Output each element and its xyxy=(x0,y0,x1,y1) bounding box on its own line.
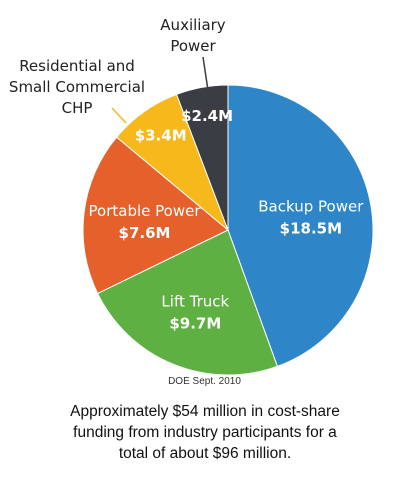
slice-labels: Backup Power $18.5M Lift Truck $9.7M Portabl… xyxy=(89,107,365,333)
leader-line-residential xyxy=(111,107,127,124)
slice-value-portable-power: $7.6M xyxy=(119,224,171,242)
label-auxiliary-line-1: Auxiliary xyxy=(160,16,226,34)
leader-line-auxiliary xyxy=(202,56,210,98)
caption-line-3: total of about $96 million. xyxy=(118,445,292,462)
caption-line-1: Approximately $54 million in cost-share xyxy=(70,403,340,420)
label-residential-chp: Residential and Small Commercial CHP xyxy=(9,57,145,124)
slice-value-lift-truck: $9.7M xyxy=(169,315,221,333)
label-auxiliary-power: Auxiliary Power xyxy=(160,16,226,98)
pie-slices xyxy=(82,84,374,376)
pie-slice-lift-truck xyxy=(96,229,279,376)
pie-slice-backup-power xyxy=(227,84,374,367)
pie-slice-auxiliary-power xyxy=(175,84,229,231)
caption: Approximately $54 million in cost-share … xyxy=(30,401,380,464)
slice-name-backup-power: Backup Power xyxy=(258,197,364,215)
source-note: DOE Sept. 2010 xyxy=(168,376,241,387)
slice-name-lift-truck: Lift Truck xyxy=(161,293,229,311)
label-residential-line-2: Small Commercial xyxy=(9,78,145,96)
slice-name-portable-power: Portable Power xyxy=(89,202,202,220)
slice-value-backup-power: $18.5M xyxy=(280,219,342,237)
label-auxiliary-line-2: Power xyxy=(170,37,216,55)
slice-value-residential-and-small-commercial-chp: $3.4M xyxy=(135,127,187,145)
label-residential-line-1: Residential and xyxy=(19,57,135,75)
caption-line-2: funding from industry participants for a xyxy=(73,424,337,441)
slice-value-auxiliary-power: $2.4M xyxy=(181,107,233,125)
pie-chart: Backup Power $18.5M Lift Truck $9.7M Portabl… xyxy=(9,16,374,376)
pie-slice-portable-power xyxy=(82,136,229,295)
label-residential-line-3: CHP xyxy=(62,99,93,117)
